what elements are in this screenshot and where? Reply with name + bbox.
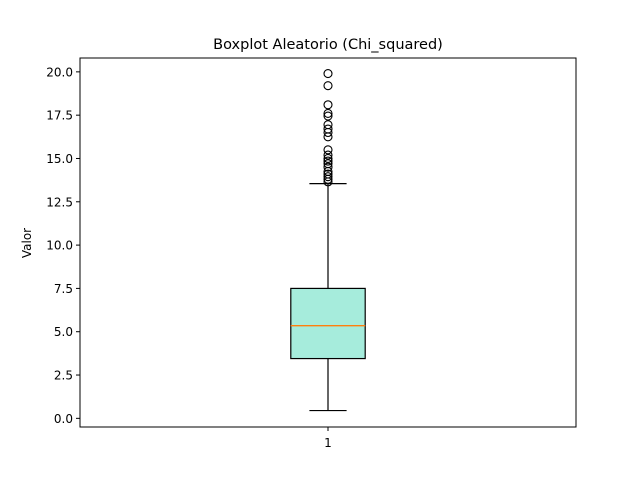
x-axis: 1 [324, 427, 332, 450]
box-iqr [290, 287, 366, 360]
y-tick-label: 15.0 [46, 152, 73, 166]
chart-title: Boxplot Aleatorio (Chi_squared) [213, 37, 443, 53]
outlier-point [323, 150, 333, 160]
outlier-point [323, 153, 333, 164]
outlier-point [323, 162, 333, 172]
y-tick-label: 12.5 [46, 195, 73, 209]
x-tick-label: 1 [324, 436, 332, 450]
y-axis: 0.0 2.5 5.0 7.5 10.0 12.5 15.0 17.5 20.0 [46, 65, 80, 426]
plot-frame [79, 57, 577, 428]
outlier-point [323, 156, 333, 166]
y-tick-label: 20.0 [46, 65, 73, 79]
outlier-point [323, 108, 333, 118]
y-tick-label: 5.0 [54, 325, 73, 339]
outlier-point [323, 100, 333, 110]
y-axis-label: Valor [20, 228, 34, 258]
outlier-point [323, 111, 333, 121]
y-tick-label: 17.5 [46, 109, 73, 123]
y-tick-label: 10.0 [46, 239, 73, 253]
outlier-point [323, 172, 333, 182]
outlier-point [323, 169, 333, 179]
outlier-point [323, 120, 333, 130]
outlier-point [323, 124, 333, 134]
y-tick-label: 0.0 [54, 412, 73, 426]
outlier-point [323, 159, 333, 169]
y-tick-label: 7.5 [54, 282, 73, 296]
outlier-point [323, 145, 333, 155]
y-tick-label: 2.5 [54, 369, 73, 383]
box-group [290, 69, 366, 412]
outlier-point [323, 81, 333, 91]
outlier-point [323, 69, 333, 79]
